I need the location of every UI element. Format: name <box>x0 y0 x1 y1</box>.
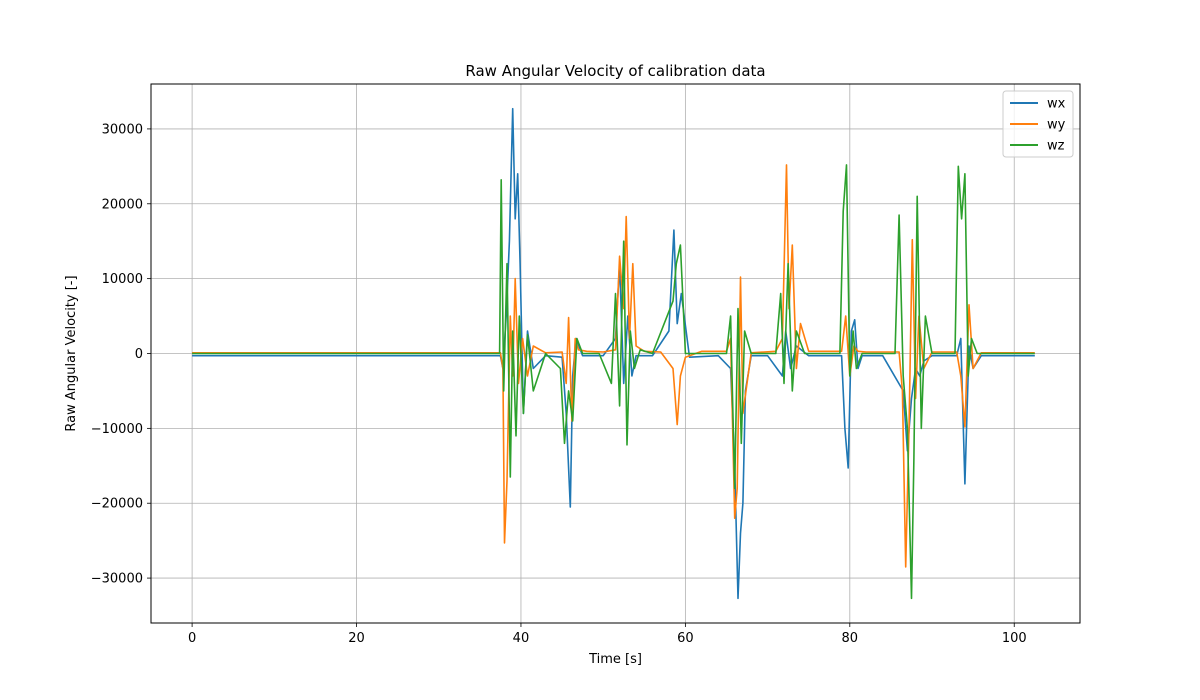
legend: wx wy wz <box>1002 90 1074 158</box>
x-tick-label: 80 <box>842 631 859 646</box>
chart-title: Raw Angular Velocity of calibration data <box>465 62 765 80</box>
y-tick-label: 20000 <box>102 197 143 212</box>
y-tick-label: −10000 <box>91 422 143 437</box>
series-layer <box>192 107 1035 600</box>
series-line-wy <box>192 164 1035 568</box>
y-axis-title: Raw Angular Velocity [-] <box>64 275 79 431</box>
x-tick-label: 0 <box>188 631 196 646</box>
y-tick-label: 0 <box>135 347 143 362</box>
y-tick-label: −30000 <box>91 572 143 587</box>
x-tick-label: 100 <box>1002 631 1027 646</box>
y-tick-label: 10000 <box>102 272 143 287</box>
legend-label-wy: wy <box>1047 118 1066 133</box>
legend-label-wz: wz <box>1047 139 1065 154</box>
y-axis: −30000 −20000 −10000 0 10000 20000 30000 <box>91 122 151 587</box>
y-tick-label: −20000 <box>91 497 143 512</box>
legend-label-wx: wx <box>1047 97 1066 112</box>
y-tick-label: 30000 <box>102 122 143 137</box>
series-line-wz <box>192 164 1035 600</box>
x-tick-label: 20 <box>348 631 365 646</box>
x-axis-title: Time [s] <box>588 652 642 667</box>
x-tick-label: 60 <box>677 631 694 646</box>
x-tick-label: 40 <box>513 631 530 646</box>
x-axis: 0 20 40 60 80 100 <box>188 623 1027 646</box>
